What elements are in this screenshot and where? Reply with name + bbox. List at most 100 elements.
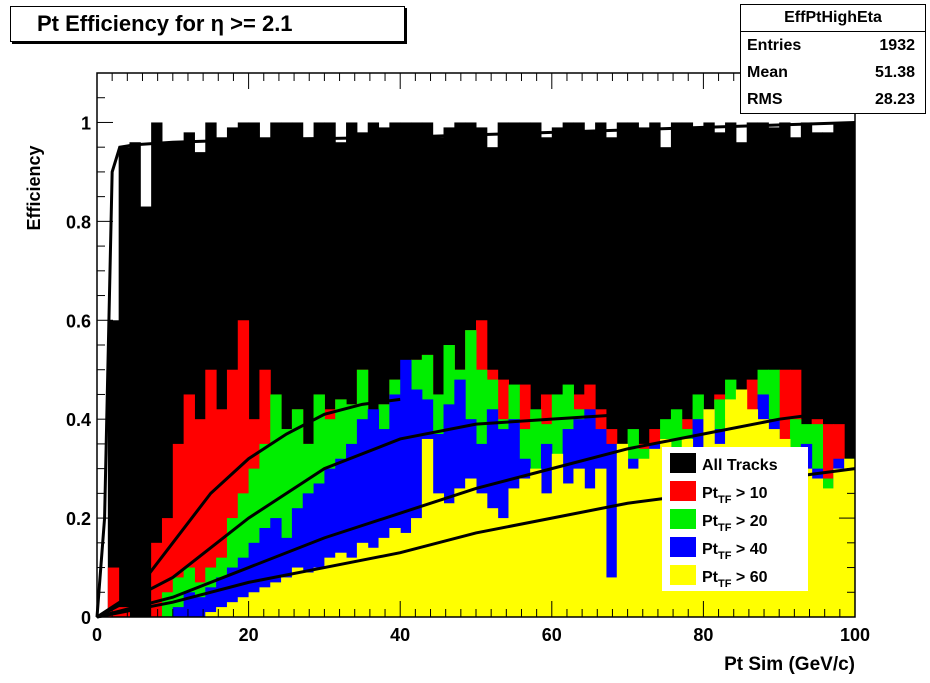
legend-swatch: [670, 481, 696, 501]
bar: [291, 122, 304, 618]
y-axis-label: Efficiency: [24, 145, 44, 230]
bar: [216, 137, 228, 618]
bar: [259, 527, 271, 617]
bar: [183, 592, 195, 617]
bar: [584, 132, 596, 617]
bar: [605, 137, 618, 618]
bar: [259, 587, 271, 617]
bar: [432, 137, 445, 618]
bar: [226, 602, 239, 617]
stats-histogram-name: EffPtHighEta: [741, 5, 925, 32]
stats-row-rms: RMS 28.23: [741, 86, 925, 113]
bar: [140, 206, 152, 617]
bar: [378, 127, 390, 618]
y-tick-label: 0.2: [66, 509, 91, 529]
bar: [270, 394, 282, 617]
bar: [508, 488, 520, 617]
bar: [129, 142, 141, 617]
x-tick-label: 80: [693, 625, 713, 645]
bar: [725, 122, 737, 618]
bar: [248, 592, 260, 617]
x-tick-label: 20: [239, 625, 259, 645]
bar: [151, 542, 163, 617]
bar: [302, 493, 315, 617]
bar: [172, 607, 185, 617]
bar: [335, 142, 347, 617]
bar: [411, 389, 423, 617]
bar: [800, 122, 813, 618]
bar: [421, 438, 434, 617]
y-tick-label: 0.6: [66, 311, 91, 331]
bar: [313, 567, 325, 617]
bar: [530, 468, 542, 617]
bar: [335, 552, 347, 617]
bar: [443, 503, 455, 617]
bar: [562, 483, 574, 617]
y-tick-label: 0: [81, 608, 91, 628]
stats-row-entries: Entries 1932: [741, 32, 925, 59]
bar: [605, 577, 618, 617]
legend-label: PtTF > 40: [702, 541, 768, 562]
bar: [400, 532, 412, 617]
bar: [681, 122, 694, 618]
legend: All Tracks PtTF > 10 PtTF > 20 PtTF > 40 PtT…: [662, 447, 808, 591]
bar: [172, 443, 185, 617]
bar: [356, 419, 369, 617]
bar: [551, 453, 564, 617]
legend-label: All Tracks: [702, 457, 778, 474]
bar: [595, 468, 607, 617]
bar: [205, 587, 217, 617]
bar: [237, 557, 250, 617]
bar: [540, 493, 553, 617]
bar: [400, 359, 412, 617]
bar: [324, 557, 336, 617]
bar: [465, 478, 477, 617]
legend-swatch: [670, 537, 696, 557]
bar: [367, 409, 380, 617]
y-tick-label: 0.8: [66, 212, 91, 232]
bar: [378, 537, 390, 617]
bar: [183, 394, 195, 617]
legend-label: PtTF > 60: [702, 569, 768, 590]
bar: [378, 429, 390, 617]
stats-label: Mean: [747, 64, 788, 81]
bar: [573, 122, 585, 618]
bar: [822, 488, 834, 617]
bar: [313, 483, 325, 617]
stats-label: RMS: [747, 91, 783, 108]
stats-value: 28.23: [874, 91, 915, 108]
stats-row-mean: Mean 51.38: [741, 59, 925, 86]
bar: [616, 443, 629, 617]
bar: [367, 547, 380, 617]
bar: [281, 122, 293, 618]
stats-label: Entries: [747, 37, 802, 54]
fit-curve: [96, 412, 628, 619]
bar: [172, 142, 185, 617]
bar: [573, 468, 585, 617]
bar: [161, 142, 174, 617]
bar: [530, 122, 542, 618]
legend-swatch: [670, 453, 696, 473]
bar: [194, 152, 206, 618]
bar: [237, 493, 250, 617]
bar: [216, 577, 228, 617]
bar: [107, 567, 120, 617]
bar: [270, 122, 282, 618]
x-tick-label: 0: [92, 625, 102, 645]
bar: [540, 137, 553, 618]
bar: [844, 458, 856, 617]
stats-value: 51.38: [874, 64, 915, 81]
bar: [346, 557, 358, 617]
bar: [324, 122, 336, 618]
bar: [389, 527, 401, 617]
x-tick-label: 60: [542, 625, 562, 645]
bar: [281, 429, 293, 617]
bar: [497, 122, 509, 618]
bar: [356, 542, 369, 617]
bar: [595, 122, 607, 618]
bar: [551, 127, 564, 618]
bar: [172, 577, 185, 617]
bar: [302, 137, 315, 618]
legend-label: PtTF > 20: [702, 513, 768, 534]
fit-curve: [95, 120, 856, 618]
